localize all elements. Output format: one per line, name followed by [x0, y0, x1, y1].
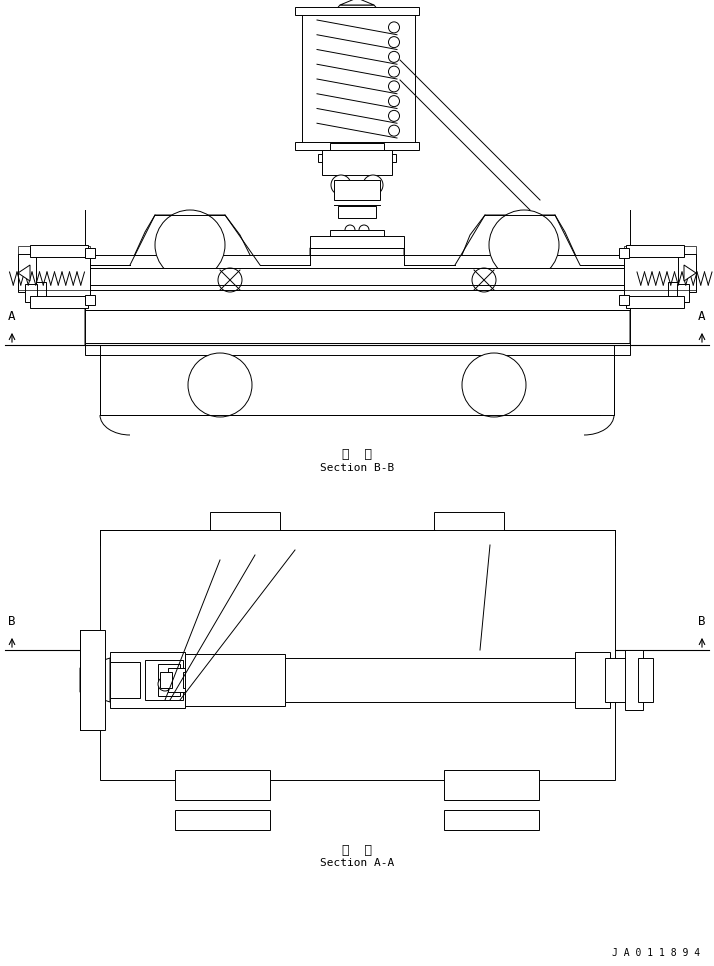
Polygon shape — [85, 215, 630, 345]
Polygon shape — [340, 0, 374, 5]
Text: J A 0 1 1 8 9 4: J A 0 1 1 8 9 4 — [612, 948, 700, 958]
Bar — [668, 282, 678, 304]
Bar — [18, 246, 90, 290]
Circle shape — [388, 51, 400, 63]
Bar — [85, 343, 630, 355]
Text: Section B-B: Section B-B — [320, 463, 394, 473]
Bar — [175, 810, 270, 830]
Circle shape — [388, 96, 400, 106]
Bar — [625, 650, 643, 710]
Text: A: A — [698, 310, 705, 323]
Bar — [30, 248, 90, 298]
Bar — [605, 658, 630, 702]
Circle shape — [462, 353, 526, 417]
Bar — [210, 512, 280, 532]
Bar — [100, 530, 615, 660]
Bar — [444, 810, 539, 830]
Bar — [619, 295, 629, 305]
Bar — [318, 154, 396, 162]
Bar — [110, 652, 185, 708]
Circle shape — [388, 66, 400, 77]
Bar — [185, 654, 285, 706]
Polygon shape — [18, 265, 30, 281]
Bar — [626, 296, 684, 308]
Bar — [322, 150, 392, 175]
Bar — [30, 245, 88, 257]
Bar — [575, 652, 610, 708]
Circle shape — [331, 175, 351, 195]
Bar — [295, 7, 419, 15]
Polygon shape — [684, 265, 696, 281]
Text: 断  面: 断 面 — [342, 448, 372, 462]
Bar — [168, 668, 188, 692]
Bar — [100, 345, 614, 415]
Bar — [85, 248, 95, 258]
Bar — [624, 246, 696, 290]
Bar — [25, 284, 37, 302]
Text: B: B — [698, 615, 705, 628]
Bar — [678, 254, 696, 292]
Bar — [434, 512, 504, 532]
Bar — [175, 770, 270, 800]
Text: A: A — [9, 310, 16, 323]
Bar — [100, 660, 615, 780]
Bar — [145, 660, 183, 700]
Bar — [338, 206, 376, 218]
Bar — [158, 664, 180, 696]
Bar — [310, 236, 404, 248]
Circle shape — [188, 353, 252, 417]
Bar — [285, 658, 575, 702]
Bar — [677, 284, 689, 302]
Bar — [80, 630, 105, 730]
Bar — [302, 10, 415, 145]
Circle shape — [359, 225, 369, 235]
Text: Section A-A: Section A-A — [320, 858, 394, 868]
Circle shape — [388, 110, 400, 122]
Bar — [444, 770, 539, 800]
Polygon shape — [80, 658, 110, 702]
Bar — [624, 248, 684, 298]
Circle shape — [388, 37, 400, 47]
Bar — [330, 230, 384, 238]
Circle shape — [363, 175, 383, 195]
Bar — [85, 295, 95, 305]
Circle shape — [175, 677, 189, 691]
Bar — [110, 662, 140, 698]
Bar — [295, 142, 419, 150]
Bar — [626, 245, 684, 257]
Bar — [85, 268, 630, 285]
Bar — [160, 672, 172, 688]
Bar — [330, 143, 384, 158]
Circle shape — [489, 210, 559, 280]
Circle shape — [155, 210, 225, 280]
Bar — [619, 248, 629, 258]
Text: B: B — [9, 615, 16, 628]
Bar — [334, 180, 380, 200]
Text: 断  面: 断 面 — [342, 843, 372, 857]
Bar — [85, 255, 630, 310]
Polygon shape — [334, 5, 380, 12]
Circle shape — [388, 81, 400, 92]
Circle shape — [388, 22, 400, 33]
Bar — [36, 282, 46, 304]
Circle shape — [388, 126, 400, 136]
Circle shape — [158, 677, 172, 691]
Bar — [30, 296, 88, 308]
Bar — [638, 658, 653, 702]
Bar — [18, 254, 36, 292]
Circle shape — [345, 225, 355, 235]
Bar — [183, 672, 195, 688]
